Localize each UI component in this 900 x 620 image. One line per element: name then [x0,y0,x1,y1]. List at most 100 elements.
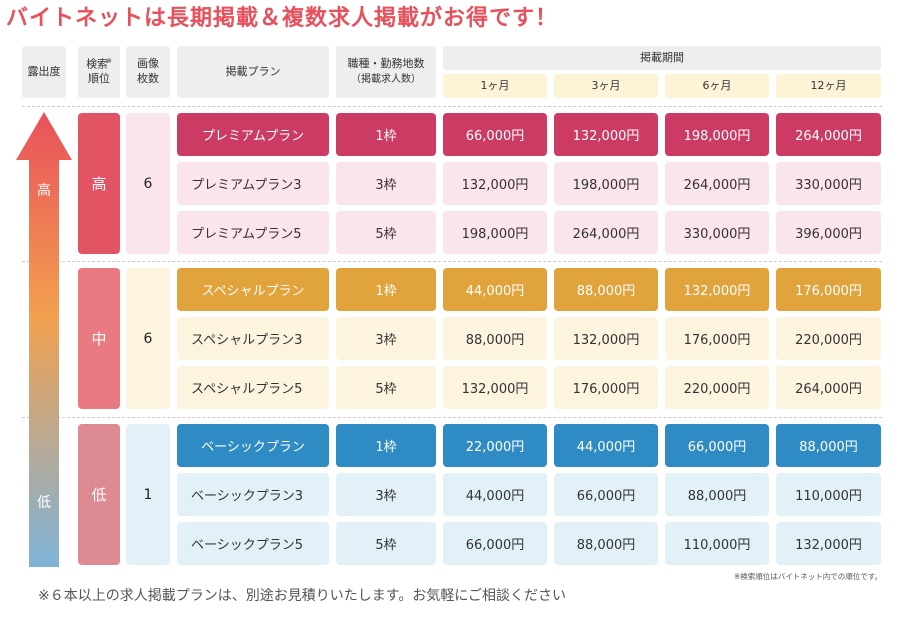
search-rank-note: ※検索順位はバイトネット内での順位です。 [733,572,882,581]
price-cell: 132,000円 [443,366,547,409]
price-cell: 132,000円 [554,113,658,156]
price-cell: 44,000円 [554,424,658,467]
header-month-label: 6ヶ月 [702,78,732,92]
plan-special: スペシャルプラン [177,268,329,311]
price-cell: 44,000円 [443,473,547,516]
header-period: 掲載期間 [443,46,881,70]
header-image-count: 画像 枚数 [126,46,170,98]
plan-label: プレミアムプラン3 [191,178,302,193]
slots-value: 3枠 [375,333,397,348]
rank-low: 低 [78,424,120,565]
header-slots-line1: 職種・勤務地数 [347,57,425,71]
slots-value: 5枠 [375,227,397,242]
price-cell: 176,000円 [554,366,658,409]
price-value: 132,000円 [795,538,862,553]
arrow-low-label: 低 [37,495,51,511]
header-exposure-label: 露出度 [27,64,61,78]
header-month-6: 6ヶ月 [665,74,769,98]
price-value: 132,000円 [683,284,751,299]
footnote: ※６本以上の求人掲載プランは、別途お見積りいたします。お気軽にご相談ください [38,588,567,604]
header-slots: 職種・勤務地数 （掲載求人数） [336,46,436,98]
price-value: 176,000円 [683,333,751,348]
header-month-label: 1ヶ月 [480,78,510,92]
plan-label: スペシャルプラン [201,284,305,299]
price-value: 132,000円 [461,178,529,193]
slots-value: 1枠 [375,284,397,299]
price-value: 88,000円 [576,284,636,299]
price-value: 176,000円 [795,284,862,299]
price-value: 396,000円 [795,227,862,242]
price-cell: 264,000円 [665,162,769,205]
plan-label: ベーシックプラン [201,440,305,455]
price-value: 264,000円 [572,227,640,242]
plan-label: スペシャルプラン3 [191,333,303,348]
price-cell: 132,000円 [776,522,881,565]
price-value: 88,000円 [687,489,747,504]
header-month-label: 3ヶ月 [591,78,621,92]
plan-label: プレミアムプラン5 [191,227,302,242]
price-cell: 330,000円 [776,162,881,205]
exposure-arrow [16,112,72,567]
slots-value: 3枠 [375,178,397,193]
price-value: 66,000円 [465,129,525,144]
price-value: 110,000円 [795,489,862,504]
plan-label: スペシャルプラン5 [191,382,303,397]
price-cell: 198,000円 [443,211,547,254]
price-cell: 66,000円 [554,473,658,516]
header-period-label: 掲載期間 [640,50,684,64]
header-plan-label: 掲載プラン [225,64,281,78]
price-cell: 88,000円 [443,317,547,360]
exposure-arrow-icon [16,112,72,567]
price-value: 66,000円 [576,489,636,504]
header-image-count-line1: 画像 [137,57,159,71]
header-search-rank-line2: 順位 [88,72,110,86]
header-search-rank: 検索※ 順位 [78,46,120,98]
slots-value: 3枠 [375,489,397,504]
price-value: 198,000円 [572,178,640,193]
header-month-label: 12ヶ月 [810,78,847,92]
slots-value: 1枠 [375,440,397,455]
price-value: 44,000円 [465,489,525,504]
divider [22,106,882,107]
image-count-value: 6 [143,175,153,192]
rank-label: 高 [91,175,107,193]
price-value: 66,000円 [465,538,525,553]
price-value: 132,000円 [572,129,640,144]
price-value: 330,000円 [795,178,862,193]
plan-special-3: スペシャルプラン3 [177,317,329,360]
search-rank-note-mark: ※ [106,56,112,65]
plan-label: ベーシックプラン3 [191,489,304,504]
price-cell: 110,000円 [665,522,769,565]
price-value: 176,000円 [572,382,640,397]
price-cell: 22,000円 [443,424,547,467]
plan-label: ベーシックプラン5 [191,538,304,553]
price-cell: 264,000円 [776,113,881,156]
price-cell: 198,000円 [665,113,769,156]
slots-cell: 5枠 [336,366,436,409]
header-plan: 掲載プラン [177,46,329,98]
price-value: 198,000円 [461,227,529,242]
price-cell: 132,000円 [443,162,547,205]
slots-value: 5枠 [375,382,397,397]
rank-label: 低 [91,486,107,504]
price-value: 88,000円 [799,440,858,455]
price-value: 220,000円 [795,333,862,348]
price-value: 198,000円 [683,129,751,144]
plan-premium: プレミアムプラン [177,113,329,156]
price-value: 110,000円 [683,538,751,553]
price-cell: 44,000円 [443,268,547,311]
price-cell: 330,000円 [665,211,769,254]
slots-cell: 3枠 [336,162,436,205]
price-cell: 396,000円 [776,211,881,254]
price-value: 66,000円 [687,440,747,455]
plan-special-5: スペシャルプラン5 [177,366,329,409]
price-cell: 176,000円 [776,268,881,311]
slots-cell: 5枠 [336,522,436,565]
slots-cell: 1枠 [336,113,436,156]
plan-basic-5: ベーシックプラン5 [177,522,329,565]
price-cell: 198,000円 [554,162,658,205]
price-cell: 264,000円 [776,366,881,409]
price-cell: 88,000円 [554,268,658,311]
price-value: 264,000円 [683,178,751,193]
price-value: 330,000円 [683,227,751,242]
